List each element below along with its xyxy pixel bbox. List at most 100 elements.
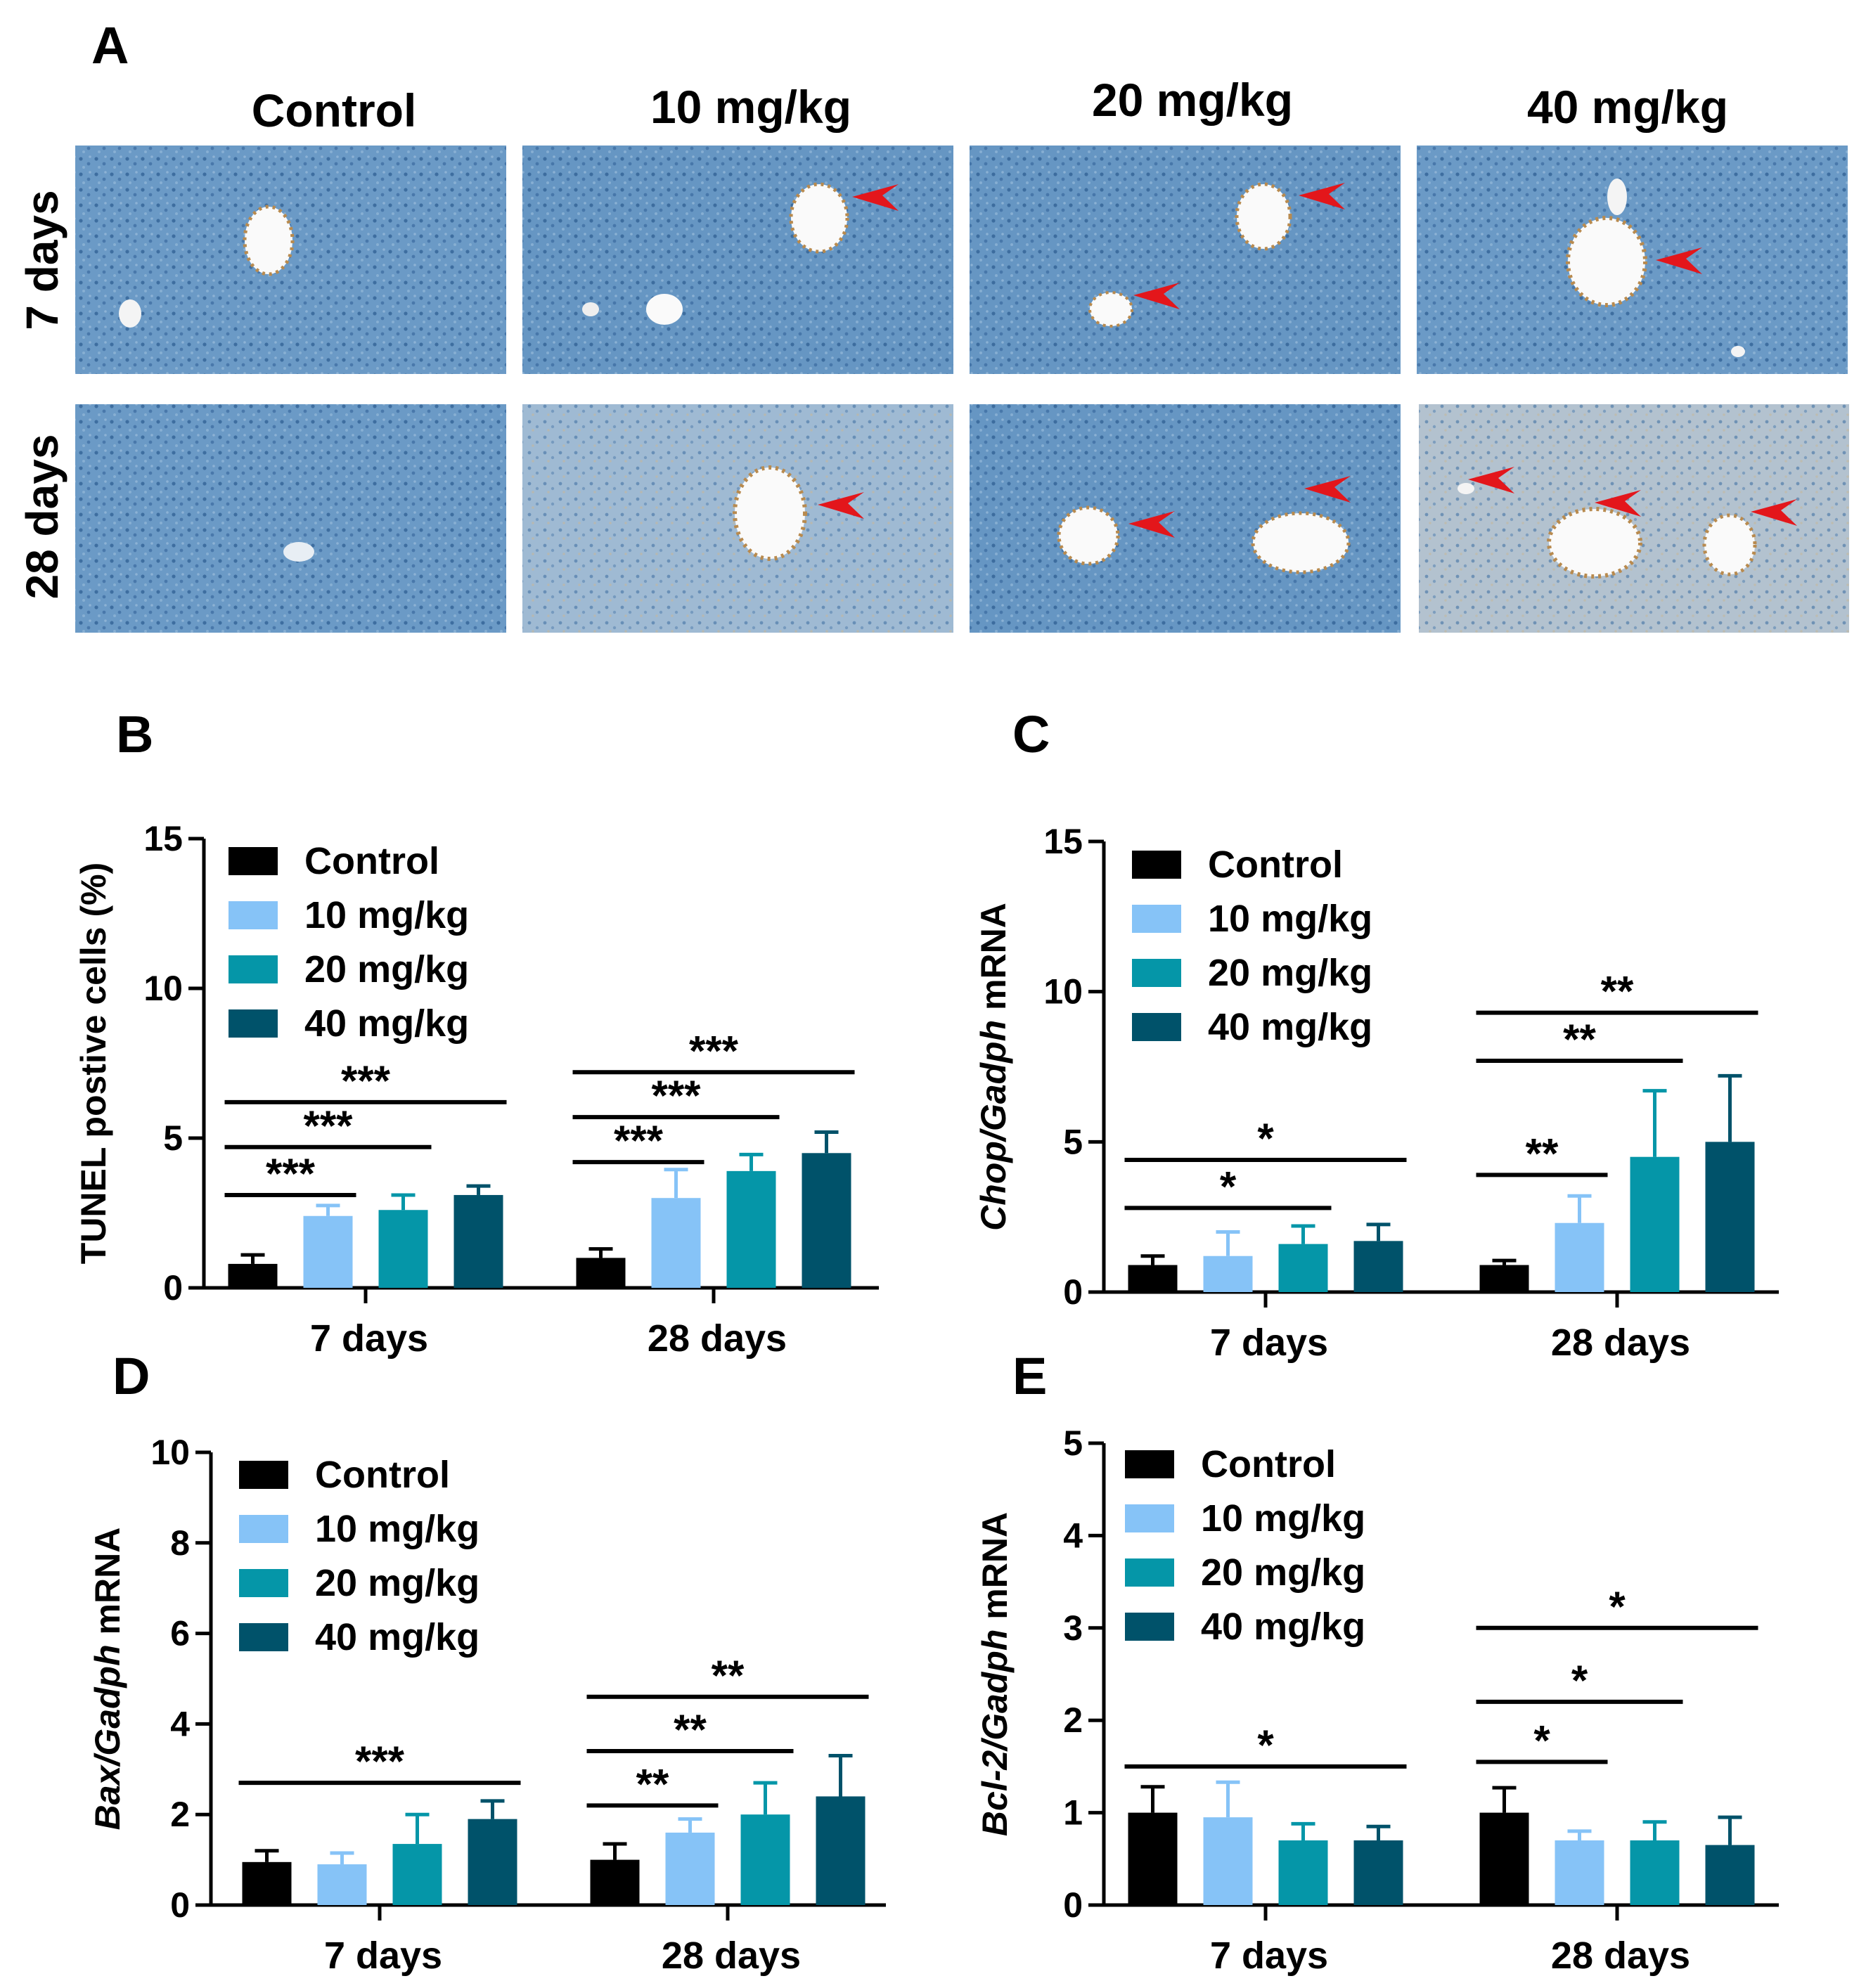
bar — [590, 1859, 640, 1905]
panel-d-chart: D 0 2 4 6 8 10 7 days 28 days Bax/Gadph mRNA Contr… — [88, 1347, 886, 1977]
y-tick-label: 0 — [1063, 1885, 1083, 1925]
panel-label: B — [116, 705, 153, 763]
y-tick-label: 6 — [170, 1614, 190, 1653]
x-category-label: 7 days — [1210, 1322, 1328, 1364]
legend-swatch — [1125, 1558, 1174, 1587]
significance-marker: * — [1571, 1657, 1588, 1704]
legend-label: 40 mg/kg — [1201, 1606, 1365, 1648]
y-axis-label-text: mRNA — [88, 1528, 127, 1645]
bar — [740, 1814, 790, 1905]
bar — [802, 1153, 851, 1288]
y-axis-label-italic: Chop/Gadph — [974, 1020, 1013, 1231]
bar — [1705, 1142, 1755, 1292]
panel-label: C — [1012, 705, 1050, 763]
micrograph-28d-10mg — [522, 404, 953, 633]
x-category-label: 28 days — [648, 1317, 787, 1360]
micrograph-7d-control — [75, 146, 506, 374]
legend-label: Control — [1208, 844, 1343, 886]
bar — [1555, 1222, 1604, 1292]
bar — [1278, 1840, 1328, 1905]
x-category-label: 7 days — [310, 1317, 428, 1360]
arrow-icon — [1304, 476, 1351, 503]
significance-marker: *** — [651, 1072, 701, 1119]
legend-label: 20 mg/kg — [1208, 952, 1372, 994]
y-tick-label: 3 — [1063, 1608, 1083, 1648]
bar — [1278, 1244, 1328, 1292]
legend-label: 10 mg/kg — [304, 894, 469, 936]
significance-marker: ** — [1563, 1016, 1596, 1063]
bar — [303, 1215, 353, 1288]
micrograph-7d-10mg — [522, 146, 953, 374]
y-tick-label: 8 — [170, 1523, 190, 1563]
arrow-icon — [1468, 467, 1514, 493]
legend-swatch — [1132, 1013, 1181, 1041]
micrograph-28d-control — [75, 404, 506, 633]
x-category-label: 7 days — [324, 1935, 442, 1977]
bar — [1203, 1256, 1253, 1292]
legend-label: 10 mg/kg — [315, 1508, 480, 1550]
y-tick-label: 10 — [1043, 972, 1083, 1012]
significance-marker: * — [1257, 1115, 1274, 1162]
significance-marker: *** — [355, 1738, 405, 1785]
bar — [1203, 1817, 1253, 1905]
legend-swatch — [239, 1569, 288, 1597]
legend-label: 10 mg/kg — [1208, 898, 1372, 940]
y-axis-label-italic: Bax/Gadph — [88, 1644, 127, 1830]
bar — [651, 1198, 701, 1288]
bar — [1479, 1265, 1529, 1292]
bar — [816, 1796, 866, 1905]
y-tick-label: 0 — [1063, 1272, 1083, 1312]
legend-swatch — [229, 847, 278, 875]
arrow-icon — [1595, 490, 1641, 517]
y-axis-label: Chop/Gadph mRNA — [974, 903, 1013, 1231]
legend-swatch — [1125, 1613, 1174, 1641]
legend-label: Control — [304, 840, 439, 882]
arrow-markers — [818, 183, 1797, 538]
bar — [392, 1844, 442, 1905]
panel-b-chart: B 0 5 10 15 7 days 28 days TUNEL postive cells … — [74, 705, 879, 1360]
arrow-icon — [818, 492, 864, 519]
arrow-icon — [1128, 511, 1175, 538]
bar — [1353, 1241, 1403, 1292]
bar — [1128, 1265, 1178, 1292]
column-title-control: Control — [252, 84, 417, 136]
x-category-label: 7 days — [1210, 1935, 1328, 1977]
y-tick-label: 5 — [1063, 1424, 1083, 1463]
column-title-20mg: 20 mg/kg — [1092, 74, 1293, 126]
legend-label: 10 mg/kg — [1201, 1497, 1365, 1540]
legend-swatch — [1132, 851, 1181, 879]
column-title-40mg: 40 mg/kg — [1527, 81, 1728, 133]
bar — [1128, 1812, 1178, 1905]
bar — [1555, 1840, 1604, 1905]
significance-marker: ** — [1601, 968, 1634, 1015]
bar — [242, 1861, 292, 1905]
significance-marker: *** — [614, 1117, 664, 1164]
bar — [726, 1170, 776, 1288]
legend-label: 40 mg/kg — [315, 1616, 480, 1658]
significance-marker: *** — [689, 1027, 739, 1074]
significance-marker: *** — [341, 1057, 391, 1104]
bar — [665, 1832, 715, 1905]
row-title-7-days: 7 days — [17, 190, 67, 330]
y-tick-label: 0 — [170, 1885, 190, 1925]
bar — [1630, 1840, 1680, 1905]
significance-marker: ** — [1526, 1130, 1559, 1177]
bar — [1630, 1156, 1680, 1292]
bar — [1705, 1845, 1755, 1905]
x-category-label: 28 days — [662, 1935, 801, 1977]
legend-swatch — [229, 901, 278, 929]
y-tick-label: 0 — [163, 1268, 183, 1308]
y-axis-label-text: TUNEL postive cells (%) — [74, 863, 113, 1264]
y-tick-label: 15 — [1043, 822, 1083, 861]
arrow-icon — [1299, 183, 1345, 209]
bar — [468, 1819, 517, 1905]
legend-swatch — [229, 955, 278, 983]
legend-label: 20 mg/kg — [304, 948, 469, 990]
row-title-28-days: 28 days — [17, 434, 67, 600]
y-tick-label: 1 — [1063, 1793, 1083, 1833]
significance-marker: * — [1257, 1722, 1274, 1769]
y-axis-label-italic: Bcl-2/Gadph — [975, 1629, 1015, 1836]
legend-swatch — [239, 1623, 288, 1651]
y-tick-label: 5 — [1063, 1122, 1083, 1161]
